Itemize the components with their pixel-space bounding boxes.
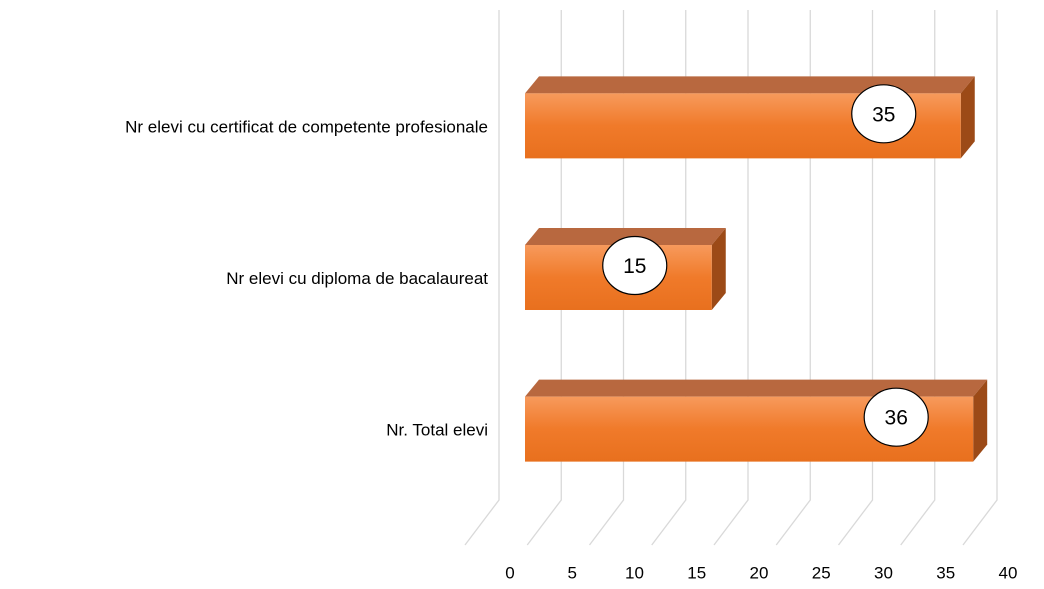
bar-top: [525, 76, 975, 94]
bar-top: [525, 228, 726, 245]
bar-side: [960, 76, 975, 159]
grid-line: [464, 10, 500, 546]
grid-line: [713, 10, 749, 546]
data-label: 36: [885, 407, 908, 430]
grid-line: [837, 10, 874, 546]
x-tick-label: 35: [936, 563, 955, 582]
grid-line: [588, 10, 625, 546]
x-tick-label: 25: [812, 563, 831, 582]
data-label-bubble: [851, 84, 917, 144]
data-label-bubble: [602, 235, 668, 296]
data-label: 35: [872, 103, 895, 126]
category-label: Nr. Total elevi: [386, 421, 488, 440]
x-tick-label: 0: [505, 563, 514, 582]
bar-top: [525, 379, 988, 397]
bar-side: [973, 379, 988, 462]
x-tick-label: 30: [874, 563, 893, 582]
grid-line: [962, 10, 998, 546]
grid-line: [526, 10, 562, 546]
grid-line: [900, 10, 936, 546]
x-tick-label: 5: [568, 563, 577, 582]
x-tick-label: 10: [625, 563, 644, 582]
data-label-bubble: [863, 387, 929, 447]
grid-line: [775, 10, 811, 546]
x-tick-label: 15: [687, 563, 706, 582]
bar-side: [711, 228, 726, 310]
data-label: 15: [623, 255, 646, 278]
category-label: Nr elevi cu certificat de competente pro…: [125, 117, 488, 136]
grid-line: [651, 10, 687, 546]
x-tick-label: 40: [999, 563, 1018, 582]
x-tick-label: 20: [750, 563, 769, 582]
bar-front: [525, 396, 974, 462]
category-label: Nr elevi cu diploma de bacalaureat: [226, 269, 488, 288]
bar: [525, 379, 988, 462]
